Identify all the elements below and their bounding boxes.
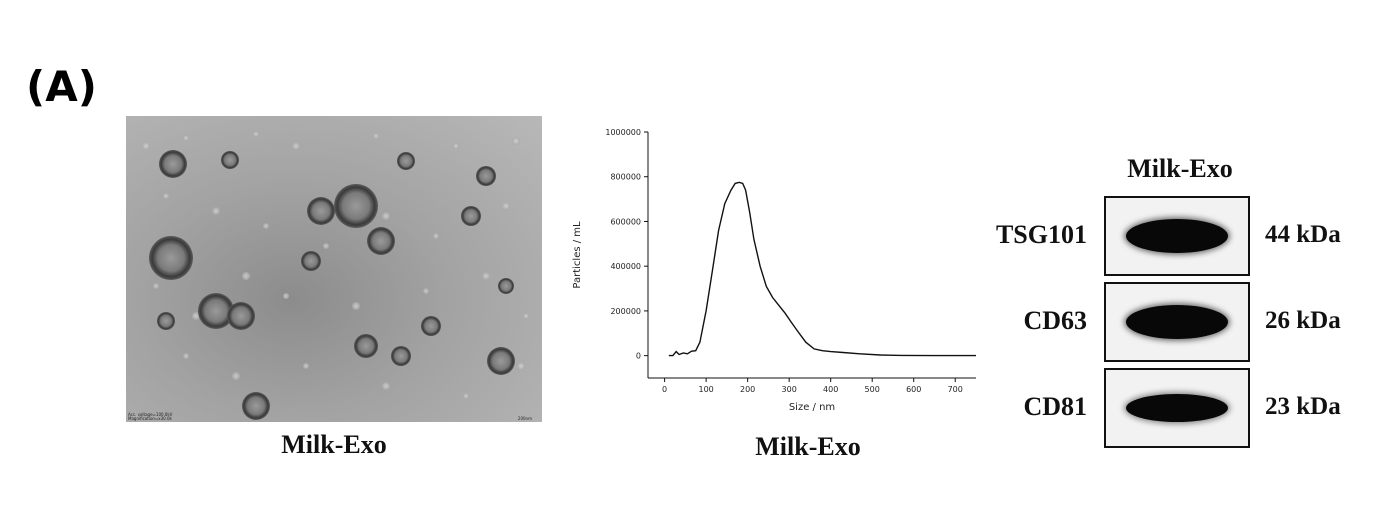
- blot-lane-cd63: [1104, 282, 1250, 362]
- tem-micrograph: Acc. voltage=100.0kV Magnification=x30.0…: [126, 116, 542, 422]
- nta-ticks: 0 200000 400000 600000 800000 1000000 0 100 200 3…: [605, 128, 963, 394]
- tem-image: [142, 131, 529, 420]
- nta-x-tick-label: 400: [823, 385, 838, 394]
- nta-y-tick-label: 1000000: [605, 128, 641, 137]
- nta-x-tick-label: 600: [906, 385, 921, 394]
- nta-y-tick-label: 0: [636, 352, 641, 361]
- tem-scale-label: 200nm: [517, 416, 532, 421]
- tem-meta-magnification: Magnification=x30.0k: [128, 416, 172, 421]
- nta-chart: 0 200000 400000 600000 800000 1000000 0 100 200 3…: [572, 128, 976, 413]
- protein-label: CD63: [1023, 306, 1087, 335]
- nta-x-tick-label: 700: [948, 385, 963, 394]
- nta-x-tick-label: 100: [698, 385, 713, 394]
- nta-x-tick-label: 200: [740, 385, 755, 394]
- nta-y-tick-label: 600000: [610, 217, 641, 226]
- western-blot-title: Milk-Exo: [1127, 154, 1233, 183]
- blot-band: [1126, 393, 1228, 423]
- nta-y-tick-label: 400000: [610, 262, 641, 271]
- nta-series-line: [668, 181, 976, 357]
- nta-caption: Milk-Exo: [755, 432, 861, 461]
- panel-label: (A): [26, 62, 97, 111]
- nta-y-tick-label: 800000: [610, 173, 641, 182]
- nta-y-axis-label: Particles / mL: [572, 221, 583, 289]
- nta-x-axis-label: Size / nm: [789, 402, 835, 413]
- blot-lane-cd81: [1104, 368, 1250, 448]
- nta-y-tick-label: 200000: [610, 307, 641, 316]
- tem-meta: Acc. voltage=100.0kV Magnification=x30.0…: [128, 413, 172, 421]
- nta-x-tick-label: 0: [662, 385, 667, 394]
- nta-axes: [647, 132, 976, 379]
- blot-band: [1126, 219, 1228, 253]
- kda-label: 44 kDa: [1265, 221, 1341, 248]
- protein-label: TSG101: [995, 220, 1087, 249]
- kda-label: 26 kDa: [1265, 307, 1341, 334]
- blot-lane-tsg101: [1104, 196, 1250, 276]
- protein-label: CD81: [1023, 392, 1087, 421]
- kda-label: 23 kDa: [1265, 393, 1341, 420]
- blot-band: [1126, 305, 1228, 339]
- tem-caption: Milk-Exo: [281, 430, 387, 459]
- nta-x-tick-label: 300: [782, 385, 797, 394]
- nta-x-tick-label: 500: [865, 385, 880, 394]
- tem-meta-voltage: Acc. voltage=100.0kV: [128, 412, 173, 417]
